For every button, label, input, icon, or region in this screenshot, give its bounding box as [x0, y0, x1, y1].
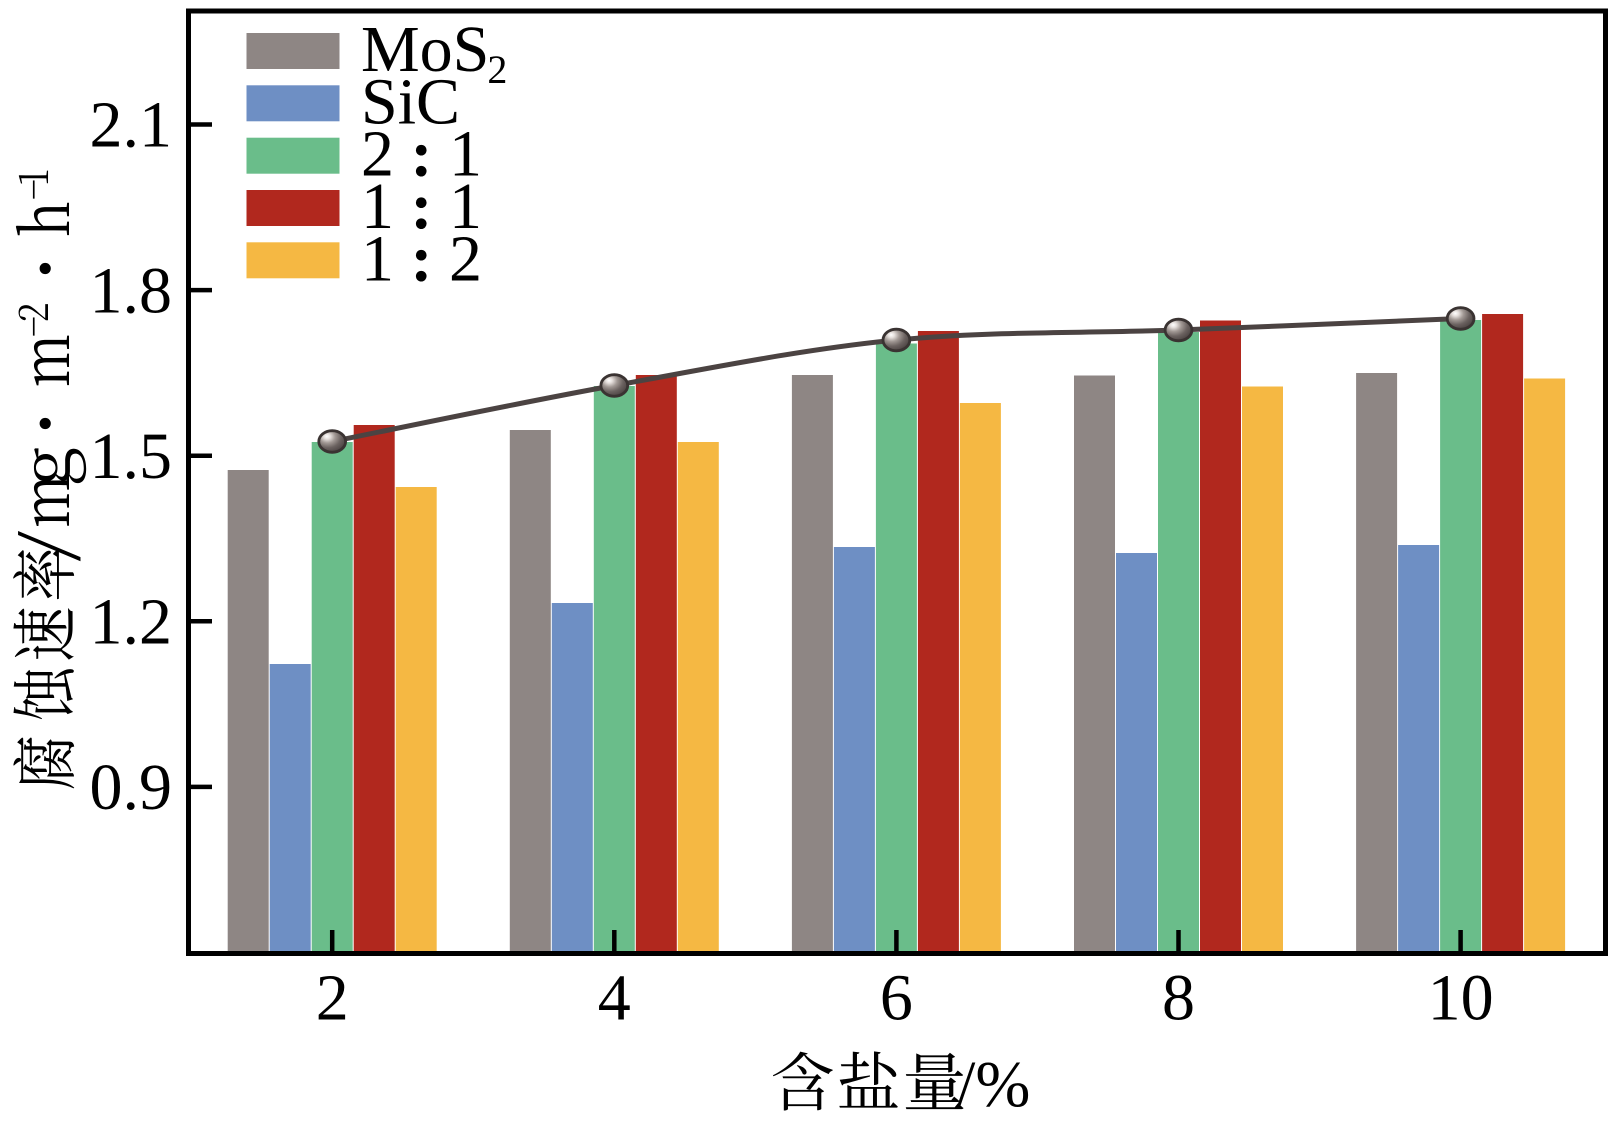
svg-text:4: 4: [598, 962, 631, 1035]
svg-text:2: 2: [316, 962, 349, 1035]
svg-text:SiC: SiC: [361, 65, 460, 138]
svg-text:8: 8: [1162, 962, 1195, 1035]
svg-text:0.9: 0.9: [90, 751, 173, 824]
svg-text:/%: /%: [957, 1048, 1030, 1121]
svg-text:1.8: 1.8: [90, 254, 173, 327]
svg-text:10: 10: [1428, 962, 1494, 1035]
svg-text:1 : 2: 1 : 2: [361, 222, 482, 295]
svg-text:MoS2: MoS2: [361, 13, 507, 92]
svg-text:1.2: 1.2: [90, 586, 173, 659]
svg-text:1.5: 1.5: [90, 420, 173, 493]
svg-text:1 : 1: 1 : 1: [361, 170, 482, 243]
svg-text:6: 6: [880, 962, 913, 1035]
svg-text:2 : 1: 2 : 1: [361, 118, 482, 191]
svg-text:2.1: 2.1: [90, 89, 173, 162]
